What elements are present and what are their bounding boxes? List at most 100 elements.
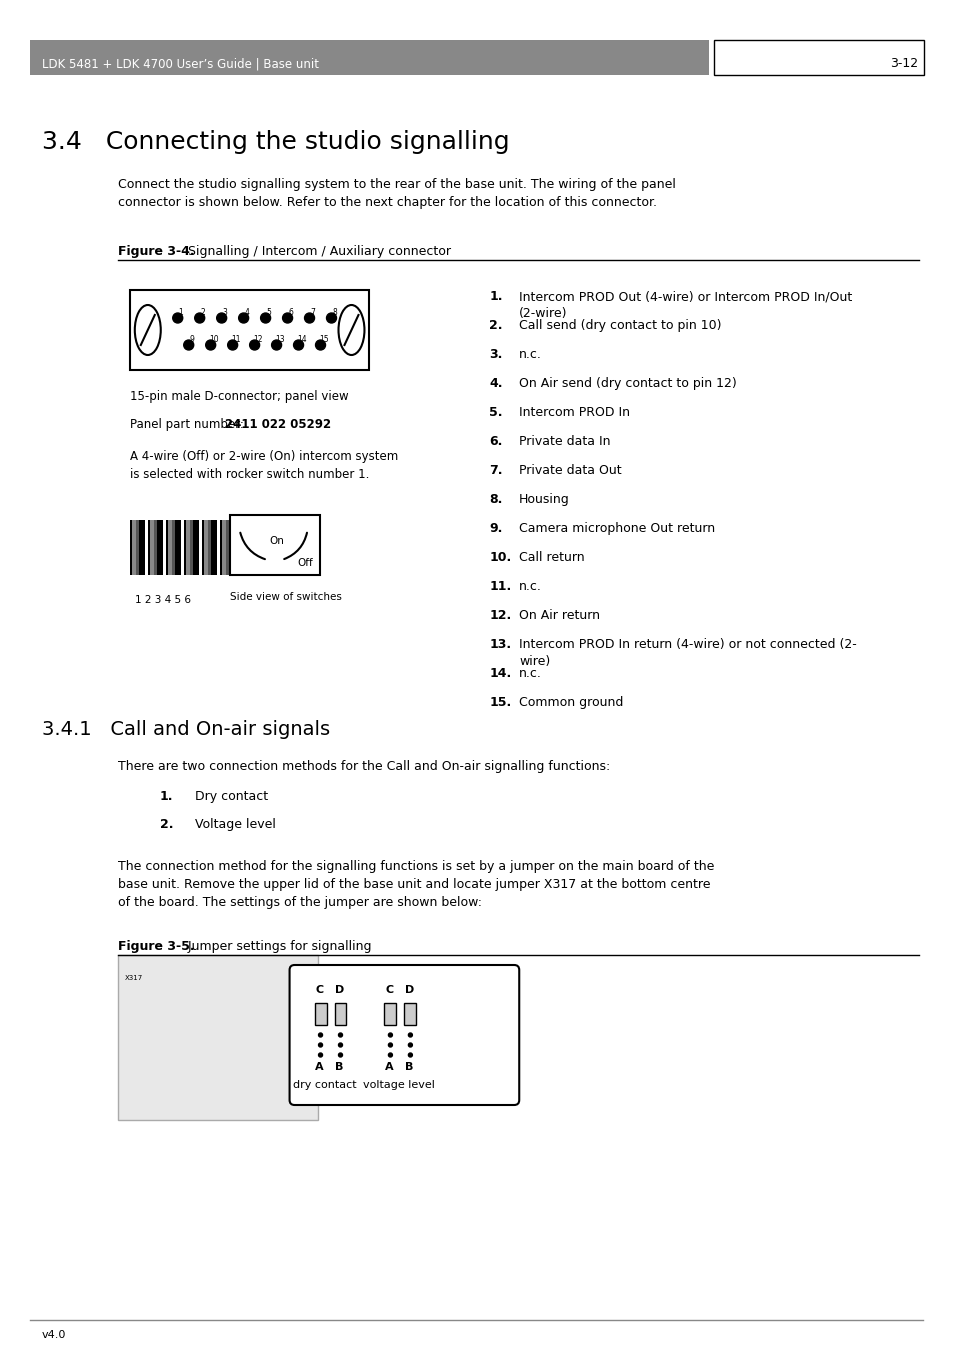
- Ellipse shape: [134, 305, 161, 355]
- Bar: [153, 520, 156, 576]
- Text: 15-pin male D-connector; panel view: 15-pin male D-connector; panel view: [130, 390, 348, 403]
- Text: 6: 6: [288, 308, 293, 317]
- Bar: [186, 520, 190, 576]
- Circle shape: [228, 340, 237, 350]
- Text: Dry contact: Dry contact: [194, 790, 268, 802]
- Text: 7: 7: [310, 308, 314, 317]
- Text: 8: 8: [332, 308, 336, 317]
- Text: C: C: [315, 985, 323, 994]
- Circle shape: [408, 1052, 412, 1056]
- Bar: [118, 955, 317, 1120]
- FancyBboxPatch shape: [30, 41, 708, 76]
- Text: 15: 15: [318, 335, 328, 345]
- Circle shape: [216, 313, 227, 323]
- Bar: [208, 520, 211, 576]
- Text: 8.: 8.: [489, 493, 502, 507]
- Text: n.c.: n.c.: [518, 349, 541, 361]
- Text: 1.: 1.: [489, 290, 502, 303]
- Text: Private data Out: Private data Out: [518, 463, 621, 477]
- Text: 1: 1: [178, 308, 183, 317]
- Text: 15.: 15.: [489, 696, 511, 709]
- Bar: [201, 520, 216, 576]
- Text: 6.: 6.: [489, 435, 502, 449]
- Text: Panel part number:: Panel part number:: [130, 417, 247, 431]
- Text: D: D: [335, 985, 344, 994]
- Bar: [314, 1002, 326, 1025]
- Text: Jumper settings for signalling: Jumper settings for signalling: [179, 940, 371, 952]
- Text: 2.: 2.: [159, 817, 173, 831]
- Text: dry contact: dry contact: [293, 1079, 356, 1090]
- Text: Figure 3-5.: Figure 3-5.: [118, 940, 194, 952]
- Text: Call return: Call return: [518, 551, 584, 563]
- Text: Intercom PROD In return (4-wire) or not connected (2-
wire): Intercom PROD In return (4-wire) or not …: [518, 638, 856, 667]
- Bar: [166, 520, 180, 576]
- Text: 3.4.1   Call and On-air signals: 3.4.1 Call and On-air signals: [42, 720, 330, 739]
- Circle shape: [194, 313, 205, 323]
- Text: 14.: 14.: [489, 667, 511, 680]
- Text: 9: 9: [189, 335, 194, 345]
- Text: voltage level: voltage level: [363, 1079, 435, 1090]
- Bar: [130, 520, 145, 576]
- Circle shape: [238, 313, 249, 323]
- Text: Call send (dry contact to pin 10): Call send (dry contact to pin 10): [518, 319, 721, 332]
- Bar: [226, 520, 229, 576]
- Text: 12.: 12.: [489, 609, 511, 621]
- Circle shape: [282, 313, 293, 323]
- Bar: [150, 520, 153, 576]
- Text: 3.4   Connecting the studio signalling: 3.4 Connecting the studio signalling: [42, 130, 509, 154]
- Circle shape: [318, 1043, 322, 1047]
- Text: v4.0: v4.0: [42, 1329, 67, 1340]
- Bar: [190, 520, 193, 576]
- Text: The connection method for the signalling functions is set by a jumper on the mai: The connection method for the signalling…: [118, 861, 714, 909]
- Bar: [713, 41, 923, 76]
- Text: 3.: 3.: [489, 349, 502, 361]
- Circle shape: [338, 1052, 342, 1056]
- Bar: [184, 520, 198, 576]
- Text: B: B: [405, 1062, 414, 1071]
- Bar: [132, 520, 135, 576]
- FancyBboxPatch shape: [130, 290, 369, 370]
- Text: 11: 11: [231, 335, 240, 345]
- Text: On Air return: On Air return: [518, 609, 599, 621]
- Text: Camera microphone Out return: Camera microphone Out return: [518, 521, 715, 535]
- Circle shape: [184, 340, 193, 350]
- Bar: [219, 520, 234, 576]
- Ellipse shape: [338, 305, 364, 355]
- Text: 12: 12: [253, 335, 262, 345]
- Bar: [230, 515, 319, 576]
- Text: A: A: [314, 1062, 323, 1071]
- Text: Intercom PROD Out (4-wire) or Intercom PROD In/Out
(2-wire): Intercom PROD Out (4-wire) or Intercom P…: [518, 290, 852, 320]
- Text: 13: 13: [274, 335, 284, 345]
- Text: Side view of switches: Side view of switches: [230, 592, 341, 603]
- Text: n.c.: n.c.: [518, 667, 541, 680]
- Text: 2.: 2.: [489, 319, 502, 332]
- Circle shape: [318, 1034, 322, 1038]
- Text: A: A: [385, 1062, 394, 1071]
- Text: Housing: Housing: [518, 493, 569, 507]
- Bar: [148, 520, 163, 576]
- Text: Connect the studio signalling system to the rear of the base unit. The wiring of: Connect the studio signalling system to …: [118, 178, 675, 209]
- Text: LDK 5481 + LDK 4700 User’s Guide | Base unit: LDK 5481 + LDK 4700 User’s Guide | Base …: [42, 57, 318, 70]
- Text: 4: 4: [244, 308, 249, 317]
- Bar: [221, 520, 226, 576]
- Text: Figure 3-4.: Figure 3-4.: [118, 245, 194, 258]
- Circle shape: [408, 1034, 412, 1038]
- Text: B: B: [335, 1062, 343, 1071]
- Text: 3-12: 3-12: [889, 57, 918, 70]
- Text: Voltage level: Voltage level: [194, 817, 275, 831]
- Circle shape: [338, 1043, 342, 1047]
- Bar: [384, 1002, 396, 1025]
- Text: Signalling / Intercom / Auxiliary connector: Signalling / Intercom / Auxiliary connec…: [179, 245, 450, 258]
- Bar: [168, 520, 172, 576]
- Text: 11.: 11.: [489, 580, 511, 593]
- Text: A 4-wire (Off) or 2-wire (On) intercom system
is selected with rocker switch num: A 4-wire (Off) or 2-wire (On) intercom s…: [130, 450, 397, 481]
- Text: Off: Off: [297, 558, 313, 567]
- Circle shape: [294, 340, 303, 350]
- Text: There are two connection methods for the Call and On-air signalling functions:: There are two connection methods for the…: [118, 761, 609, 773]
- Text: 7.: 7.: [489, 463, 502, 477]
- Circle shape: [206, 340, 215, 350]
- Text: Private data In: Private data In: [518, 435, 610, 449]
- Bar: [172, 520, 174, 576]
- Text: 2: 2: [200, 308, 205, 317]
- Circle shape: [388, 1034, 392, 1038]
